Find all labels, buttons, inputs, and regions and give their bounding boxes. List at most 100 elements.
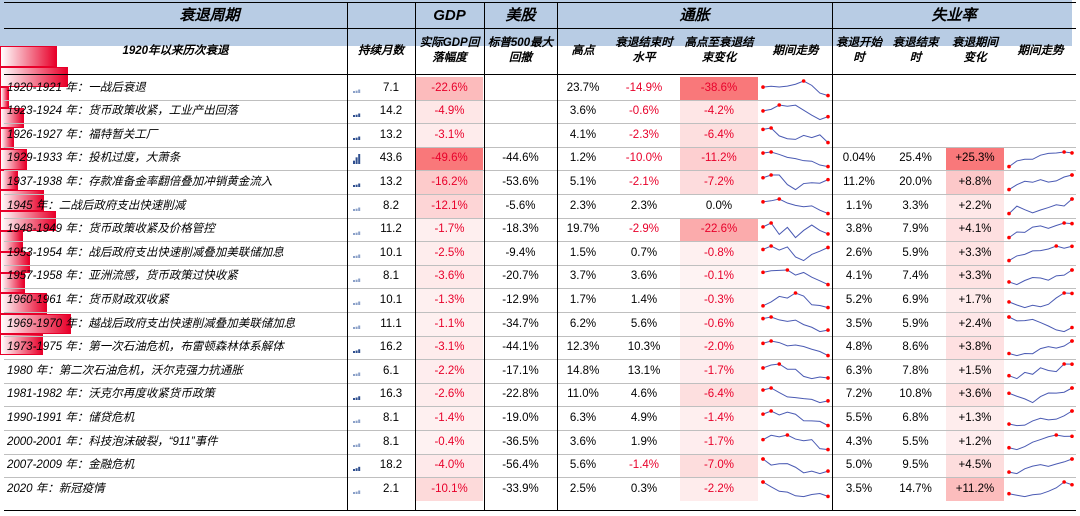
duration-bar [353,397,355,400]
sparkline-path [1008,387,1073,403]
recession-name: 1960-1961 年：货币财政双收紧 [7,293,169,306]
sparkline [761,244,830,262]
inflation-end: -2.1% [628,175,660,188]
unemployment-change: +2.4% [946,313,1004,336]
recession-name: 1973-1975 年：第一次石油危机，布雷顿森林体系解体 [7,341,284,354]
unemployment-change: +1.3% [946,407,1004,430]
duration-bar [355,397,358,400]
sparkline [1007,480,1074,498]
duration-bar-icon [353,207,361,211]
column-divider [347,2,348,510]
duration-bar [353,160,355,164]
unemployment-end: 25.4% [899,152,932,165]
sparkline [1007,149,1074,169]
sparkline-marker [761,456,765,461]
recession-name: 1929-1933 年：投机过度，大萧条 [7,152,181,165]
drawdown-bar [0,46,57,67]
sparkline [761,126,830,145]
duration-bar [358,113,361,117]
duration-bar [353,279,355,282]
sparkline-marker [826,468,830,473]
duration-bar [358,278,361,282]
sparkline-path [762,292,829,309]
duration-bar [353,350,355,353]
spx-drawdown: -56.4% [502,459,539,472]
row-divider [4,217,1076,219]
recession-name: 1923-1924 年：货币政策收紧，工业产出回落 [7,105,238,118]
sparkline-marker [1070,150,1074,155]
inflation-peak: 12.3% [566,341,600,354]
inflation-change: -1.7% [680,360,758,383]
sparkline [761,456,830,474]
group-header: 失业率 [931,6,977,24]
inflation-peak: 1.5% [569,246,597,259]
row-divider [4,477,1076,479]
duration-bar [353,468,355,471]
gdp-decline: -1.1% [416,313,483,336]
sparkline-path [762,198,829,215]
sparkline [1007,338,1074,356]
unemployment-start: 11.2% [843,175,875,188]
inflation-change: -0.6% [680,313,758,336]
inflation-peak: 3.6% [569,105,597,118]
sparkline-path [762,80,829,97]
gdp-decline: -4.0% [416,454,483,478]
sparkline-path [762,151,829,167]
sparkline-marker [1070,267,1074,272]
duration-bar-icon [353,254,361,259]
gdp-decline: -10.1% [416,478,483,501]
duration-bar [355,303,358,306]
unemployment-change: +4.5% [946,454,1004,478]
sparkline-path [1008,340,1073,356]
unemployment-change: +8.8% [946,171,1004,194]
table-rule [4,28,1076,29]
spx-drawdown: -36.5% [502,435,539,448]
duration-bar [358,419,361,424]
inflation-change: -1.4% [680,407,758,430]
column-divider [557,2,558,510]
inflation-end: 5.6% [630,317,658,330]
unemployment-end: 6.8% [902,411,929,424]
sparkline [761,480,830,499]
duration-bar [355,114,358,117]
inflation-change: -1.7% [680,431,758,454]
sparkline-marker [1070,173,1074,178]
unemployment-change: +3.6% [946,383,1004,407]
inflation-end: 4.9% [630,411,658,424]
inflation-peak: 1.2% [569,152,597,165]
duration-months: 43.6 [379,152,403,165]
spx-drawdown: -33.9% [502,482,539,495]
unemployment-end: 7.8% [902,364,929,377]
duration-months: 8.1 [383,411,399,424]
sparkline-marker [826,424,830,428]
table-rule [4,74,1076,75]
duration-bar-icon [353,348,361,353]
sparkline [761,433,830,452]
duration-bar [353,138,355,141]
unemployment-end: 14.7% [899,482,932,495]
duration-bar [355,350,358,353]
sparkline-marker [826,447,830,452]
sparkline-marker [826,211,830,216]
gdp-decline: -3.6% [416,265,483,289]
sparkline-marker [777,362,782,366]
unemployment-end: 10.8% [899,388,932,401]
row-divider [4,99,1076,101]
row-divider [4,241,1076,243]
inflation-change: -7.0% [680,454,758,478]
sparkline [1007,385,1074,403]
sparkline [761,409,830,428]
sparkline-path [762,316,829,333]
sparkline-marker [769,244,773,248]
duration-bar [353,209,355,211]
sparkline-marker [761,412,765,417]
sparkline-path [1008,316,1073,333]
recession-name: 2000-2001 年：科技泡沫破裂，“911”事件 [7,435,218,448]
duration-months: 8.2 [383,199,399,212]
sparkline-path [1008,458,1073,474]
sparkline-marker [826,245,830,250]
inflation-change: -6.4% [680,383,758,407]
duration-bar [355,185,358,188]
gdp-decline: -0.4% [416,431,483,454]
drawdown-bar [0,334,44,355]
